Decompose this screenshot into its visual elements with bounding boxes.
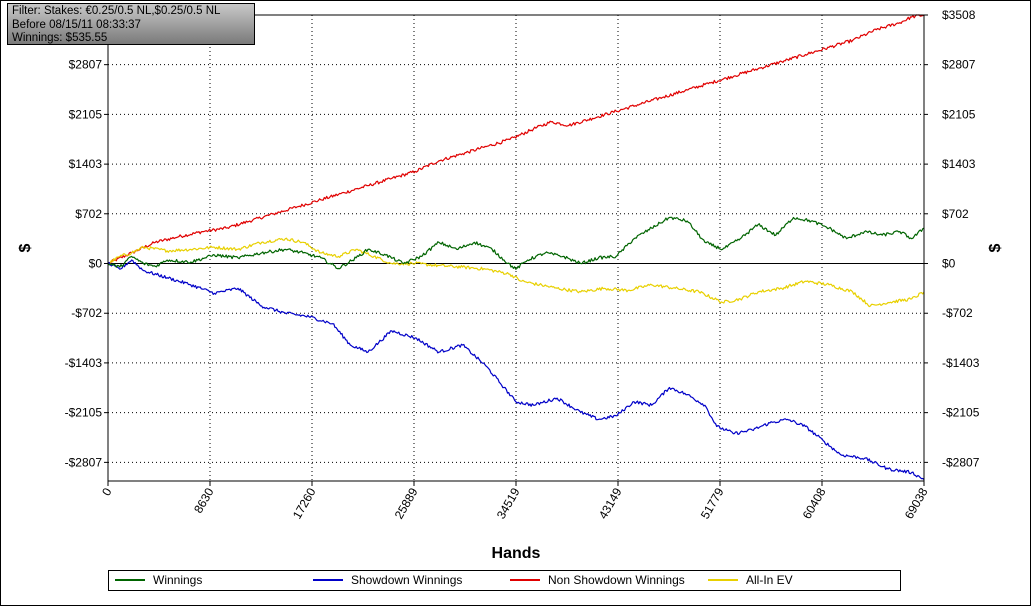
y-tick-label-right: -$2807 [942,455,980,469]
x-tick-label: 51779 [698,485,727,521]
series-layer [107,14,925,481]
series-line-non-showdown [107,14,925,264]
legend-item-showdown: Showdown Winnings [313,573,462,587]
y-tick-label-right: $2105 [942,107,976,121]
filter-winnings-text: Winnings: $535.55 [12,32,108,44]
y-tick-label-left: $0 [89,257,103,271]
filter-stakes-text: Filter: Stakes: €0.25/0.5 NL,$0.25/0.5 N… [12,5,221,17]
legend: Winnings Showdown Winnings Non Showdown … [108,570,901,591]
filter-info-box: Filter: Stakes: €0.25/0.5 NL,$0.25/0.5 N… [7,3,255,45]
y-tick-label-right: $1403 [942,157,976,171]
legend-label-winnings: Winnings [153,573,203,587]
x-tick-label: 34519 [494,485,523,521]
legend-swatch-winnings [115,579,145,581]
legend-item-winnings: Winnings [115,573,202,587]
y-tick-label-left: -$1403 [65,356,103,370]
tick-labels: -$2807 -$2807 -$2105 -$2105 -$1403 -$1403 -$70… [65,8,980,521]
series-line-showdown [107,259,925,481]
legend-swatch-all-in-ev [708,579,738,581]
y-tick-label-right: $3508 [942,8,976,22]
y-axis-title-left: $ [17,243,34,252]
legend-item-all-in-ev: All-In EV [708,573,793,587]
y-tick-label-right: -$702 [942,306,973,320]
legend-swatch-non-showdown [510,579,540,581]
y-tick-label-right: $702 [942,207,969,221]
x-tick-label: 8630 [191,485,217,515]
x-tick-label: 17260 [290,485,319,521]
x-tick-label: 0 [99,485,115,498]
x-axis-title: Hands [492,545,541,562]
y-tick-label-right: -$1403 [942,356,980,370]
y-tick-label-left: $702 [75,207,102,221]
y-axis-title-right: $ [987,243,1004,252]
y-tick-label-right: -$2105 [942,406,980,420]
series-line-winnings [107,216,925,270]
y-tick-label-left: $2807 [69,58,103,72]
legend-label-showdown: Showdown Winnings [351,573,463,587]
legend-swatch-showdown [313,579,343,581]
y-tick-label-left: -$2807 [65,455,103,469]
filter-date-text: Before 08/15/11 08:33:37 [12,18,141,31]
y-tick-label-left: $1403 [69,157,103,171]
legend-item-non-showdown: Non Showdown Winnings [510,573,685,587]
y-tick-label-right: $2807 [942,58,976,72]
series-line-all-in-ev [107,237,925,308]
y-tick-label-left: -$702 [71,306,102,320]
legend-label-all-in-ev: All-In EV [746,573,793,587]
y-tick-label-left: -$2105 [65,406,103,420]
x-tick-label: 25889 [392,485,421,521]
legend-label-non-showdown: Non Showdown Winnings [548,573,685,587]
y-tick-label-left: $2105 [69,107,103,121]
y-tick-label-right: $0 [942,257,956,271]
x-tick-label: 60408 [800,485,829,521]
x-tick-label: 69038 [902,485,931,521]
x-tick-label: 43149 [596,485,625,521]
